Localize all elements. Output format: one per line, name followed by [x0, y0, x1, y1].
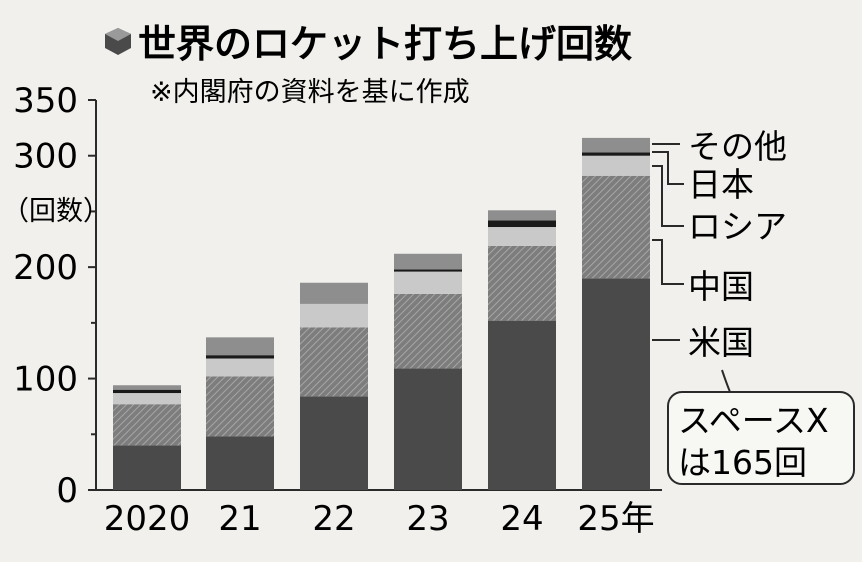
- title-icon: [105, 28, 131, 55]
- bar-segment: [488, 227, 556, 246]
- callout-line-2: は165回: [678, 443, 807, 482]
- bar-segment: [394, 269, 462, 272]
- y-tick-label: 350: [13, 81, 78, 121]
- bar-segment: [300, 282, 368, 304]
- bar-segment: [113, 445, 181, 490]
- legend-label: 日本: [688, 165, 754, 204]
- bar-segment: [113, 404, 181, 446]
- y-tick-label: 0: [56, 471, 78, 511]
- x-tick-label: 2020: [104, 499, 191, 539]
- legend-label: ロシア: [688, 207, 787, 246]
- bar-segment: [206, 436, 274, 490]
- chart-title: 世界のロケット打ち上げ回数: [138, 22, 632, 66]
- bar-segment: [488, 210, 556, 221]
- x-tick-label: 25年: [577, 499, 654, 539]
- x-tick-label: 21: [218, 499, 261, 539]
- bar-segment: [394, 271, 462, 294]
- bar-segment: [582, 175, 650, 279]
- bar-segment: [582, 155, 650, 176]
- bar-segment: [394, 293, 462, 369]
- bar-segment: [488, 245, 556, 321]
- bar-segment: [206, 358, 274, 377]
- x-tick-label: 23: [406, 499, 449, 539]
- callout-box: [667, 391, 855, 485]
- bar-segment: [394, 368, 462, 490]
- callout-line-1: スペースX: [678, 401, 829, 440]
- bar-segment: [300, 327, 368, 397]
- bar-segment: [113, 389, 181, 394]
- bar-segment: [582, 137, 650, 153]
- bar-segment: [582, 278, 650, 490]
- legend-label: その他: [688, 127, 787, 166]
- y-tick-label: 300: [13, 137, 78, 177]
- y-tick-label: 200: [13, 248, 78, 288]
- legend-leader-line: [652, 239, 684, 285]
- bar-segment: [113, 393, 181, 405]
- callout-pointer: [721, 369, 731, 393]
- bar-segment: [206, 376, 274, 437]
- bar-segment: [582, 152, 650, 156]
- bar-segment: [300, 396, 368, 490]
- legend-leader-line: [652, 165, 684, 227]
- bar-segment: [206, 355, 274, 359]
- bar-segment: [206, 337, 274, 356]
- y-ticks: 0 100 200 300 350: [13, 81, 96, 511]
- bar-segment: [113, 385, 181, 390]
- chart-subtitle: ※内閣府の資料を基に作成: [150, 77, 470, 108]
- x-tick-label: 24: [500, 499, 543, 539]
- legend-leader-line: [652, 151, 684, 185]
- bars: [113, 137, 650, 490]
- x-tick-label: 22: [312, 499, 355, 539]
- spacex-callout: スペースX は165回: [667, 369, 855, 485]
- legend-label: 中国: [688, 267, 754, 306]
- bar-segment: [488, 220, 556, 228]
- x-ticks: 2020 21 22 23 24 25年: [104, 499, 655, 539]
- legend-label: 米国: [688, 323, 754, 362]
- bar-segment: [300, 303, 368, 328]
- y-tick-label: 100: [13, 360, 78, 400]
- bar-segment: [488, 320, 556, 490]
- bar-segment: [394, 253, 462, 270]
